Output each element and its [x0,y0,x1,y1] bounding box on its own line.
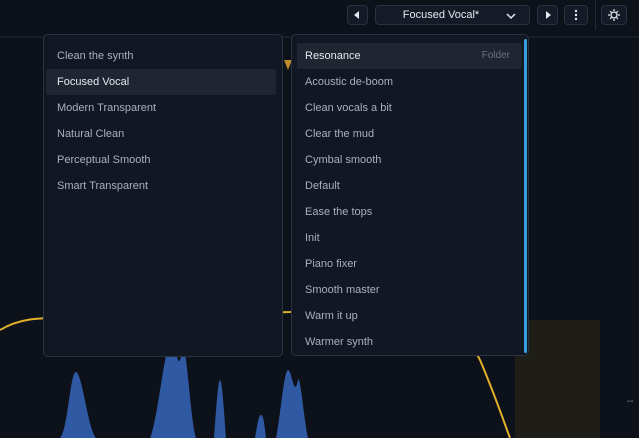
menu-icon [574,9,578,21]
dropdown-chevron [506,13,516,20]
preset-dropdown[interactable]: Focused Vocal* [375,5,530,25]
menu-button[interactable] [564,5,588,25]
list-item[interactable]: Focused Vocal [57,76,130,88]
list-item[interactable]: Perceptual Smooth [57,154,151,166]
scrollbar [524,39,527,353]
previous-preset-button[interactable] [347,5,368,25]
next-icon [546,11,551,19]
settings-button[interactable] [601,5,627,25]
list-item[interactable]: Smart Transparent [57,180,149,192]
list-item[interactable]: Acoustic de-boom [305,76,394,88]
next-preset-button[interactable] [537,5,558,25]
list-item[interactable]: Piano fixer [305,258,357,270]
list-item[interactable]: Init [305,232,320,244]
settings-icon [608,9,620,21]
list-item[interactable]: Natural Clean [57,128,125,140]
list-item[interactable]: Warm it up [305,310,358,322]
list-item[interactable]: Clean the synth [57,50,134,62]
list-item[interactable]: Default [305,180,340,192]
list-item[interactable]: Cymbal smooth [305,154,382,166]
hovered-row [297,43,522,69]
prev-icon [354,11,359,19]
list-item[interactable]: Smooth master [305,284,380,296]
list-item[interactable]: Ease the tops [305,206,373,218]
list-item[interactable]: Clear the mud [305,128,375,140]
svg-text:--: -- [627,396,634,407]
selected-row [46,69,276,95]
separator [595,0,596,30]
list-item[interactable]: Resonance [305,50,361,62]
folder-list: Clean the synth Focused Vocal Modern Trans… [43,34,283,357]
list-item[interactable]: Clean vocals a bit [305,102,392,114]
folder-tag: Folder [481,50,510,61]
list-item[interactable]: Warmer synth [305,336,374,348]
preset-list: Folder Resonance Acoustic de-boom Clean vo… [291,34,529,356]
preset-name: Focused Vocal* [402,9,480,21]
list-item[interactable]: Modern Transparent [57,102,157,114]
